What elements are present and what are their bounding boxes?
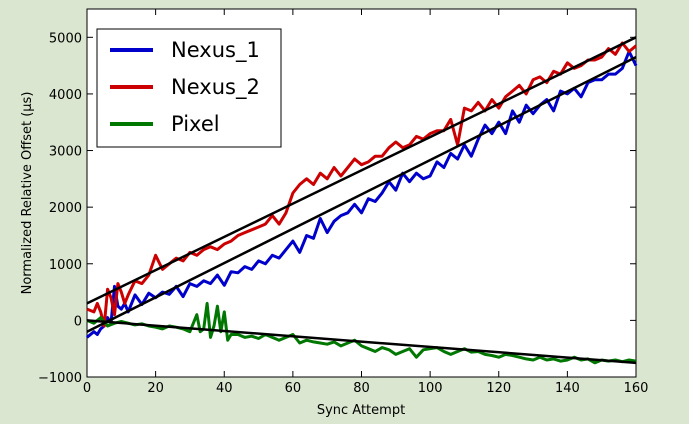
y-tick-label: −1000 — [38, 371, 82, 386]
fit-line-2 — [86, 36, 637, 305]
fit-lines-layer — [86, 36, 637, 365]
x-tick-label: 0 — [83, 381, 91, 396]
series-line-pixel — [86, 301, 637, 365]
y-tick-label: 4000 — [49, 88, 82, 103]
fit-line-1 — [86, 56, 637, 333]
legend-label-nexus-1: Nexus_1 — [171, 38, 260, 63]
x-tick-label: 140 — [555, 381, 580, 396]
y-tick-label: 0 — [74, 314, 82, 329]
x-tick-label: 100 — [418, 381, 443, 396]
x-tick-label: 20 — [147, 381, 164, 396]
x-tick-label: 60 — [285, 381, 302, 396]
x-tick-label: 80 — [353, 381, 370, 396]
legend-label-pixel: Pixel — [171, 112, 220, 136]
legend-label-nexus-2: Nexus_2 — [171, 75, 260, 100]
y-tick-label: 2000 — [49, 201, 82, 216]
y-tick-label: 5000 — [49, 31, 82, 46]
y-axis-title: Normalized Relative Offset (μs) — [20, 92, 35, 295]
y-tick-label: 1000 — [49, 258, 82, 273]
x-tick-label: 160 — [624, 381, 649, 396]
x-axis-title: Sync Attempt — [317, 403, 405, 418]
x-axis: 0 20 40 60 80 100 120 140 160 — [83, 9, 649, 396]
legend: Nexus_1 Nexus_2 Pixel — [96, 28, 282, 148]
x-tick-label: 40 — [216, 381, 233, 396]
fit-line-3 — [86, 319, 637, 365]
y-tick-label: 3000 — [49, 145, 82, 160]
x-tick-label: 120 — [486, 381, 511, 396]
y-axis: −1000 0 1000 2000 3000 4000 5000 — [38, 31, 636, 386]
